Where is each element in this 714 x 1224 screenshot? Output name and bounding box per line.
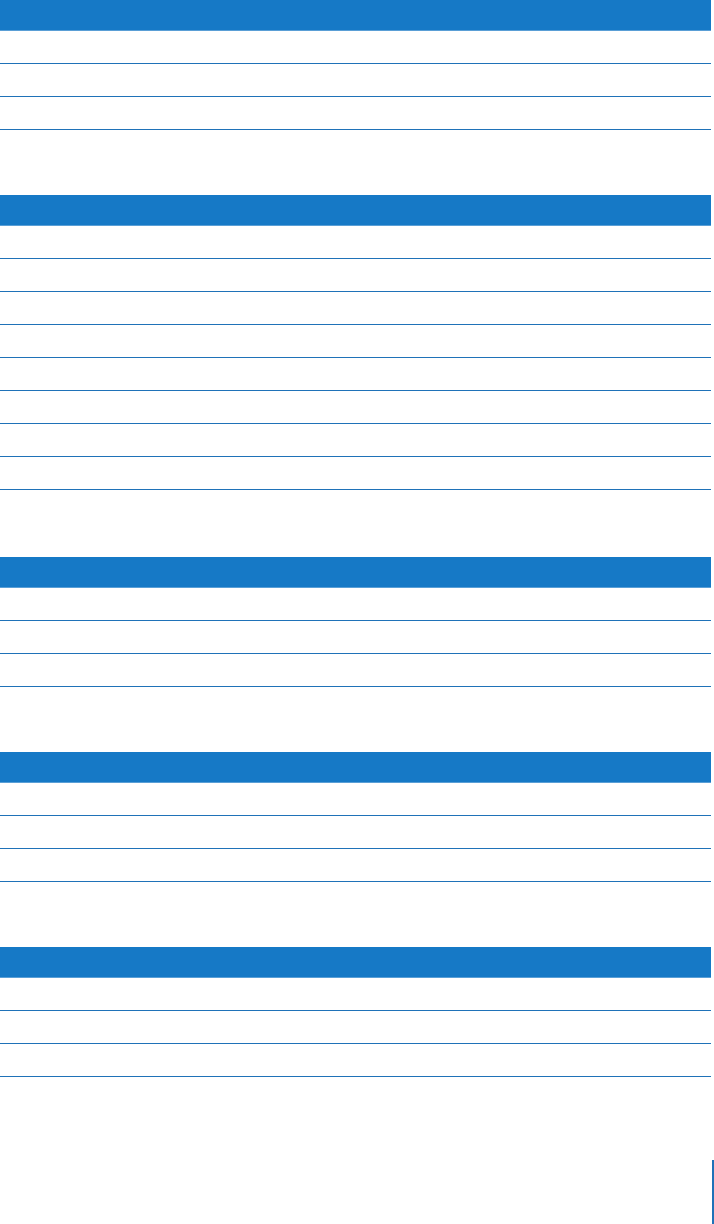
table-row xyxy=(0,588,711,621)
table-row xyxy=(0,1044,711,1077)
table-row xyxy=(0,97,711,130)
table-row xyxy=(0,621,711,654)
table-row xyxy=(0,391,711,424)
table-row xyxy=(0,31,711,64)
table-row xyxy=(0,358,711,391)
table-header xyxy=(0,557,711,588)
table-row xyxy=(0,64,711,97)
table xyxy=(0,0,711,130)
table-header xyxy=(0,0,711,31)
table xyxy=(0,752,711,882)
table xyxy=(0,195,711,490)
table-header xyxy=(0,752,711,783)
table xyxy=(0,947,711,1077)
table-row xyxy=(0,259,711,292)
table-row xyxy=(0,1011,711,1044)
table-row xyxy=(0,424,711,457)
margin-rule xyxy=(712,1160,714,1224)
table-row xyxy=(0,292,711,325)
table-row xyxy=(0,783,711,816)
table-row xyxy=(0,457,711,490)
table-row xyxy=(0,978,711,1011)
table-header xyxy=(0,195,711,226)
table-row xyxy=(0,325,711,358)
table-row xyxy=(0,849,711,882)
table-header xyxy=(0,947,711,978)
table-row xyxy=(0,226,711,259)
table-row xyxy=(0,816,711,849)
table xyxy=(0,557,711,687)
table-row xyxy=(0,654,711,687)
